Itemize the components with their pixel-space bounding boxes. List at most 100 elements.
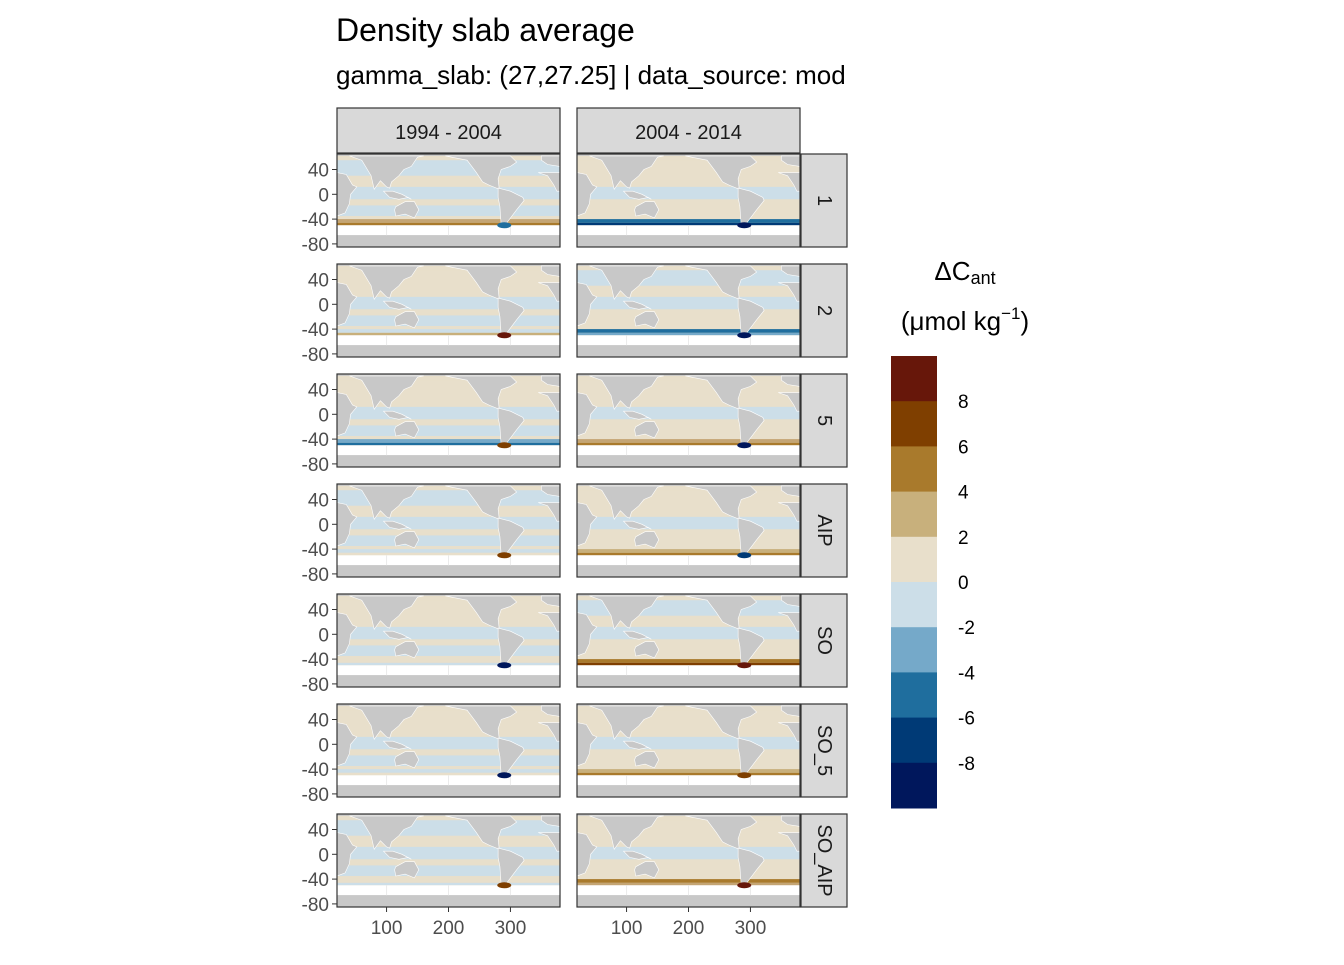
antarctica	[337, 345, 560, 357]
anomaly-spot	[737, 662, 752, 669]
continent	[781, 485, 800, 497]
continent	[778, 282, 800, 302]
continent	[538, 502, 560, 522]
continent	[737, 407, 765, 449]
southern-front	[337, 769, 560, 773]
y-tick-label: 40	[308, 821, 329, 842]
antarctica	[577, 235, 800, 247]
legend-tick-label: -6	[958, 709, 975, 730]
antarctica	[577, 455, 800, 467]
continent	[382, 300, 412, 310]
southern-front	[337, 659, 560, 663]
continent	[577, 502, 598, 547]
map-panel	[337, 264, 560, 357]
anomaly-spot	[737, 882, 752, 889]
facet-strip-row	[800, 593, 848, 688]
legend-unit-close: )	[1020, 306, 1029, 336]
ocean-band-subtropic	[577, 755, 800, 766]
map-panel	[337, 704, 560, 797]
continent	[781, 595, 800, 607]
southern-front	[577, 879, 800, 883]
continent	[781, 705, 800, 717]
anomaly-spot	[737, 772, 752, 779]
y-tick-label: 40	[308, 711, 329, 732]
continent	[445, 265, 518, 300]
plot-layer: 1994 - 2004 2004 - 2014 1 2 5 AIP SO SO_5 SO_AIP…	[302, 107, 848, 939]
continent	[349, 705, 424, 741]
continent	[497, 627, 525, 669]
continent	[382, 850, 412, 860]
y-tick-label: -80	[302, 345, 329, 366]
facet-strip-row-label: SO_AIP	[813, 824, 835, 896]
continent	[337, 722, 358, 767]
southern-front-core	[577, 882, 800, 886]
continent	[685, 705, 758, 740]
panel-border	[336, 483, 561, 578]
continent	[394, 751, 420, 769]
southern-front	[577, 549, 800, 553]
antarctica	[337, 235, 560, 247]
continent	[781, 155, 800, 167]
continent	[577, 612, 598, 657]
continent	[394, 201, 420, 219]
y-tick-label: -80	[302, 235, 329, 256]
continent	[538, 172, 560, 192]
southern-front-core	[337, 442, 560, 446]
anomaly-spot	[497, 332, 512, 339]
legend-tick-label: 8	[958, 392, 969, 413]
antarctica	[577, 345, 800, 357]
continent	[685, 485, 758, 520]
map-panel	[577, 594, 800, 687]
facet-strip-row	[800, 703, 848, 798]
continent	[541, 815, 560, 827]
anomaly-spot	[497, 882, 512, 889]
continent	[541, 705, 560, 717]
continent	[778, 172, 800, 192]
continent	[685, 265, 758, 300]
continent	[685, 815, 758, 850]
continent	[589, 265, 664, 301]
legend-color-bin	[891, 356, 937, 402]
continent	[445, 815, 518, 850]
continent	[445, 485, 518, 520]
southern-front	[577, 329, 800, 333]
continent	[577, 722, 598, 767]
facet-strip-row-label: SO	[813, 626, 835, 655]
ocean-band-equator	[337, 406, 560, 420]
panel-border	[336, 263, 561, 358]
facet-strip-row	[800, 813, 848, 908]
map-panel	[337, 374, 560, 467]
ocean-band-equator	[337, 626, 560, 640]
southern-front-core	[337, 552, 560, 556]
legend-tick-label: -8	[958, 754, 975, 775]
continent	[589, 705, 664, 741]
legend-color-bin	[891, 672, 937, 719]
y-tick-label: -40	[302, 760, 329, 781]
map-panel	[577, 814, 800, 907]
ocean-band-equator	[577, 186, 800, 200]
continent	[577, 392, 598, 437]
southern-front	[577, 769, 800, 773]
ocean-band-subtropic	[577, 865, 800, 876]
continent	[778, 612, 800, 632]
facet-strip-row	[800, 153, 848, 248]
anomaly-spot	[737, 332, 752, 339]
legend-tick-label: 2	[958, 528, 969, 549]
continent	[382, 520, 412, 530]
southern-front-core	[337, 882, 560, 886]
ocean-band-equator	[577, 846, 800, 860]
continent	[337, 502, 358, 547]
anomaly-spot	[737, 552, 752, 559]
continent	[541, 265, 560, 277]
southern-front	[337, 549, 560, 553]
y-tick-label: 0	[318, 735, 329, 756]
y-tick-label: -40	[302, 650, 329, 671]
continent	[541, 485, 560, 497]
y-tick-label: 0	[318, 185, 329, 206]
legend-tick-label: 6	[958, 437, 969, 458]
x-tick-label: 100	[611, 918, 643, 939]
continent	[497, 737, 525, 779]
continent	[737, 627, 765, 669]
continent	[589, 595, 664, 631]
continent	[778, 832, 800, 852]
